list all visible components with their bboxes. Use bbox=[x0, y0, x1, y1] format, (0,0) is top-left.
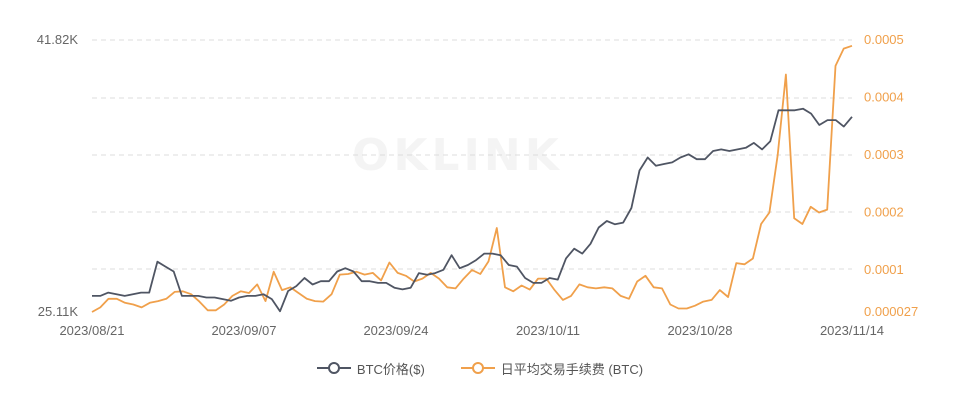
x-axis: 2023/08/21 2023/09/07 2023/09/24 2023/10/11… bbox=[59, 323, 884, 338]
x-tick-label: 2023/10/11 bbox=[516, 323, 580, 338]
y-left-tick-label: 41.82K bbox=[37, 32, 79, 47]
legend-item-btc[interactable]: BTC价格($) bbox=[316, 359, 425, 378]
y-right-tick-label: 0.0005 bbox=[864, 32, 904, 47]
series-line-fee[interactable] bbox=[91, 44, 853, 313]
x-tick-label: 2023/10/28 bbox=[667, 323, 732, 338]
y-right-tick-label: 0.0003 bbox=[864, 147, 904, 162]
series-line-btc[interactable] bbox=[92, 107, 853, 313]
y-axis-right: 0.0005 0.0004 0.0003 0.0002 0.0001 0.000027 bbox=[864, 32, 918, 319]
grid bbox=[92, 39, 852, 270]
y-axis-left: 41.82K 25.11K bbox=[37, 32, 79, 319]
legend-label-fee: 日平均交易手续费 (BTC) bbox=[500, 361, 644, 377]
series-group bbox=[91, 44, 853, 313]
x-tick-label: 2023/09/07 bbox=[211, 323, 276, 338]
legend-label-btc: BTC价格($) bbox=[356, 361, 425, 377]
legend: BTC价格($) 日平均交易手续费 (BTC) bbox=[0, 356, 960, 380]
y-right-tick-label: 0.0004 bbox=[864, 90, 904, 105]
y-left-tick-label: 25.11K bbox=[38, 304, 79, 319]
legend-swatch-btc bbox=[316, 361, 351, 375]
y-right-tick-label: 0.0001 bbox=[864, 262, 904, 277]
legend-swatch-fee bbox=[460, 361, 495, 375]
x-tick-label: 2023/09/24 bbox=[363, 323, 428, 338]
y-right-tick-label: 0.0002 bbox=[864, 205, 904, 220]
x-tick-label: 2023/11/14 bbox=[820, 323, 884, 338]
y-right-tick-label: 0.000027 bbox=[864, 304, 918, 319]
legend-item-fee[interactable]: 日平均交易手续费 (BTC) bbox=[460, 359, 644, 378]
x-tick-label: 2023/08/21 bbox=[59, 323, 124, 338]
